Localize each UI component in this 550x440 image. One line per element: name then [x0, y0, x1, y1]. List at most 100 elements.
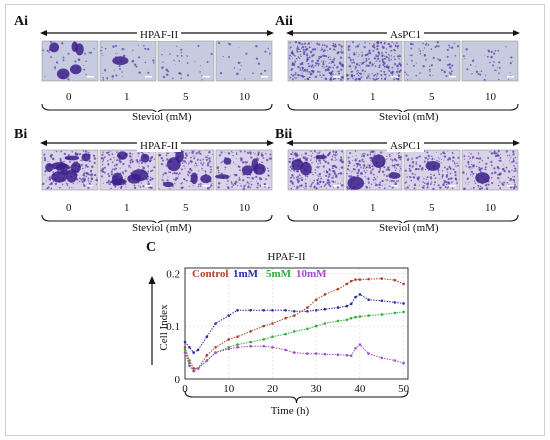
- scale-bar: [87, 185, 94, 187]
- data-point: [271, 322, 274, 325]
- data-point: [336, 306, 340, 309]
- data-point: [196, 367, 200, 370]
- panel-label-Bi: Bi: [14, 127, 28, 142]
- data-point: [236, 346, 239, 349]
- concentration-label: 0: [66, 202, 72, 214]
- treatment-label-Bi: Steviol (mM): [129, 223, 195, 234]
- micrograph-image: [345, 40, 403, 82]
- data-point: [236, 309, 239, 312]
- data-point: [183, 351, 187, 354]
- data-point: [323, 322, 327, 325]
- data-point: [284, 348, 287, 352]
- data-point: [402, 282, 405, 286]
- time-axis-brace: [184, 390, 409, 404]
- data-point: [358, 343, 362, 346]
- data-point: [367, 298, 370, 302]
- panel-label-Bii: Bii: [275, 127, 293, 142]
- series-line: [184, 293, 404, 354]
- series-line: [184, 311, 404, 372]
- series-10mM: [183, 343, 405, 373]
- data-point: [314, 298, 318, 302]
- micrograph-image: [215, 40, 273, 82]
- micrograph-image: [461, 40, 519, 82]
- data-point: [349, 302, 353, 306]
- data-point: [183, 340, 187, 344]
- concentration-label: 5: [429, 91, 435, 103]
- data-point: [323, 307, 327, 311]
- scale-bar: [507, 76, 514, 78]
- data-point: [380, 356, 384, 360]
- data-point: [249, 309, 252, 312]
- scale-bar: [145, 76, 152, 78]
- concentration-label: 0: [313, 91, 319, 103]
- data-point: [214, 322, 217, 325]
- data-point: [358, 278, 362, 281]
- treatment-label-Ai: Steviol (mM): [129, 112, 195, 123]
- series-Control: [183, 277, 405, 370]
- data-point: [336, 353, 340, 357]
- data-point: [262, 338, 266, 341]
- data-point: [205, 359, 209, 362]
- data-point: [306, 352, 309, 355]
- data-point: [354, 278, 357, 281]
- data-point: [367, 352, 370, 355]
- y-axis-label: Cell Index: [158, 304, 170, 351]
- scale-bar: [333, 76, 340, 78]
- x-tick-label: 10: [223, 383, 235, 395]
- data-point: [393, 359, 397, 362]
- micrograph-image: [41, 40, 99, 82]
- data-point: [284, 309, 287, 312]
- data-point: [354, 347, 357, 350]
- data-point: [293, 310, 296, 313]
- scale-bar: [449, 76, 456, 78]
- data-point: [214, 346, 217, 349]
- data-point: [345, 304, 349, 308]
- figure-frame: [5, 4, 545, 436]
- data-point: [227, 338, 230, 341]
- x-tick-label: 40: [354, 383, 366, 395]
- scale-bar: [333, 185, 340, 187]
- concentration-label: 1: [370, 202, 376, 214]
- x-tick-label: 20: [267, 383, 279, 395]
- data-point: [380, 299, 384, 303]
- concentration-label: 1: [124, 202, 130, 214]
- scale-bar: [449, 185, 456, 187]
- data-point: [380, 277, 384, 280]
- data-point: [284, 332, 287, 336]
- scale-bar: [87, 76, 94, 78]
- data-point: [236, 343, 239, 346]
- data-point: [183, 346, 187, 349]
- scale-bar: [261, 185, 268, 187]
- data-point: [345, 282, 349, 286]
- concentration-label: 10: [485, 202, 496, 214]
- y-tick-label: 0.1: [166, 321, 180, 333]
- data-point: [380, 313, 384, 316]
- data-point: [306, 327, 309, 331]
- data-point: [227, 347, 230, 351]
- data-point: [214, 351, 217, 354]
- concentration-label: 5: [183, 202, 189, 214]
- series-5mM: [183, 310, 405, 373]
- micrograph-image: [99, 149, 157, 191]
- data-point: [345, 318, 349, 322]
- data-point: [323, 293, 327, 296]
- data-point: [367, 314, 370, 317]
- micrograph-image: [157, 40, 215, 82]
- panel-label-Aii: Aii: [275, 14, 293, 29]
- scale-bar: [145, 185, 152, 187]
- data-point: [284, 316, 287, 320]
- scale-bar: [261, 76, 268, 78]
- data-point: [393, 278, 397, 282]
- x-tick-label: 0: [182, 383, 188, 395]
- data-point: [402, 361, 405, 365]
- data-point: [192, 351, 195, 354]
- data-point: [205, 335, 209, 339]
- micrograph-image: [403, 40, 461, 82]
- data-point: [227, 314, 230, 317]
- concentration-label: 5: [429, 202, 435, 214]
- data-point: [293, 330, 296, 333]
- y-tick-label: 0.2: [166, 268, 180, 280]
- data-point: [402, 302, 405, 305]
- concentration-label: 10: [239, 91, 250, 103]
